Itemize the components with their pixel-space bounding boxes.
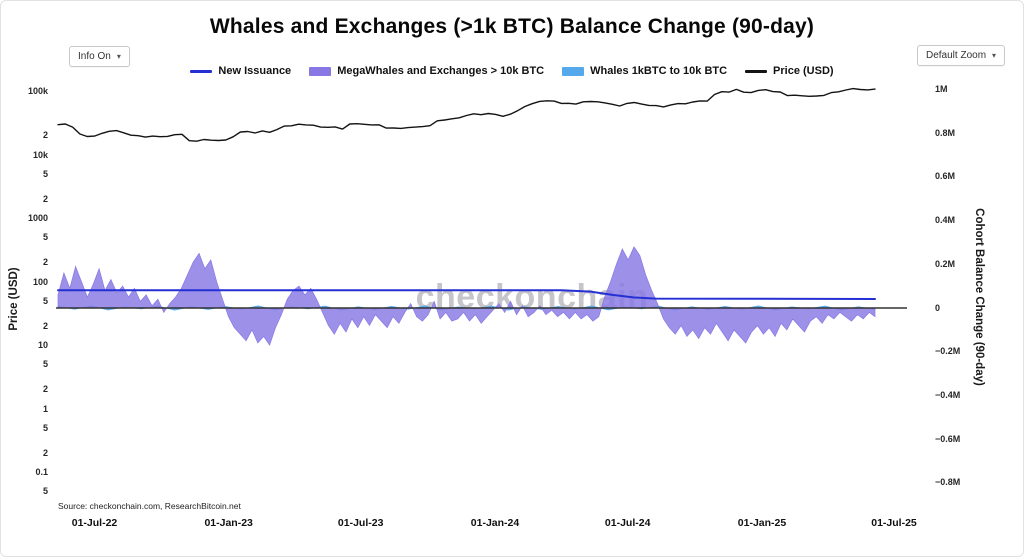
zoom-preset-dropdown[interactable]: Default Zoom ▾ [917,45,1006,66]
legend-item-label: Price (USD) [773,65,834,77]
left-axis-tick-label: 5 [42,359,48,370]
left-axis-tick-label: 5 [42,232,48,243]
new-issuance-line [57,289,876,300]
x-axis-tick-label: 01-Jan-25 [737,517,787,529]
left-axis-tick-label: 2 [42,320,48,331]
left-axis-tick-label: 5 [42,486,48,497]
chevron-down-icon: ▾ [992,50,997,60]
left-axis-tick-label: 5 [42,295,48,306]
left-axis-tick-label: 2 [42,257,48,268]
legend-item-label: MegaWhales and Exchanges > 10k BTC [337,65,545,77]
right-axis-tick-label: −0.2M [935,346,961,357]
left-axis-tick-label: 2 [42,130,48,141]
x-axis-tick-label: 01-Jul-25 [871,517,917,529]
x-axis-tick-label: 01-Jul-24 [604,517,651,529]
legend-item-price-usd[interactable]: Price (USD) [745,65,834,77]
right-axis-tick-label: 0.4M [935,215,956,226]
megawhales-exchanges-area [57,246,876,346]
price-line [57,87,876,142]
left-axis-tick-label: 2 [42,447,48,458]
zoom-preset-label: Default Zoom [926,50,987,61]
legend-item-megawhales-and-exchanges-10k-btc[interactable]: MegaWhales and Exchanges > 10k BTC [309,65,544,77]
legend-item-label: New Issuance [218,65,292,77]
left-axis-tick-label: 5 [42,168,48,179]
left-axis-tick-label: 1000 [27,213,48,223]
x-axis-tick-label: 01-Jul-23 [337,517,384,529]
info-toggle-button[interactable]: Info On ▾ [69,46,130,67]
legend-item-whales-1kbtc-to-10k-btc[interactable]: Whales 1kBTC to 10k BTC [562,65,727,77]
x-axis-tick-label: 01-Jan-23 [204,517,253,529]
right-axis-title: Cohort Balance Change (90-day) [973,208,985,386]
source-note: Source: checkonchain.com, ResearchBitcoi… [58,501,241,511]
left-axis-tick-label: 2 [42,384,48,395]
chart-title: Whales and Exchanges (>1k BTC) Balance C… [209,15,815,38]
legend-swatch [190,69,213,73]
right-axis-tick-label: 0.8M [935,127,956,138]
left-axis-tick-label: 5 [42,422,48,433]
right-axis-tick-label: 0.2M [935,258,956,269]
legend-item-label: Whales 1kBTC to 10k BTC [590,65,728,77]
legend-item-new-issuance[interactable]: New Issuance [190,65,291,77]
legend-swatch [562,66,585,76]
x-axis-tick-label: 01-Jul-22 [71,517,118,529]
right-axis-tick-label: −0.6M [935,433,961,444]
chart-legend: New Issuance MegaWhales and Exchanges > 1… [1,65,1023,77]
right-axis-tick-label: 1M [935,84,948,94]
left-axis-tick-label: 0.1 [35,467,48,477]
legend-swatch [309,66,332,76]
left-axis-tick-label: 1 [42,403,48,414]
x-axis-tick-label: 01-Jan-24 [470,517,520,529]
right-axis-tick-label: 0 [935,302,941,313]
right-axis-tick-label: −0.8M [935,477,961,488]
left-axis-tick-label: 10 [37,340,48,350]
legend-swatch [745,69,768,73]
info-toggle-label: Info On [78,51,111,62]
left-axis-tick-label: 100k [27,86,48,96]
left-axis-tick-label: 2 [42,193,48,204]
left-axis-tick-label: 10k [32,149,48,160]
chevron-down-icon: ▾ [116,51,121,61]
left-axis-tick-label: 100 [32,276,48,287]
right-axis-tick-label: 0.6M [935,171,956,182]
right-axis-tick-label: −0.4M [935,389,961,400]
